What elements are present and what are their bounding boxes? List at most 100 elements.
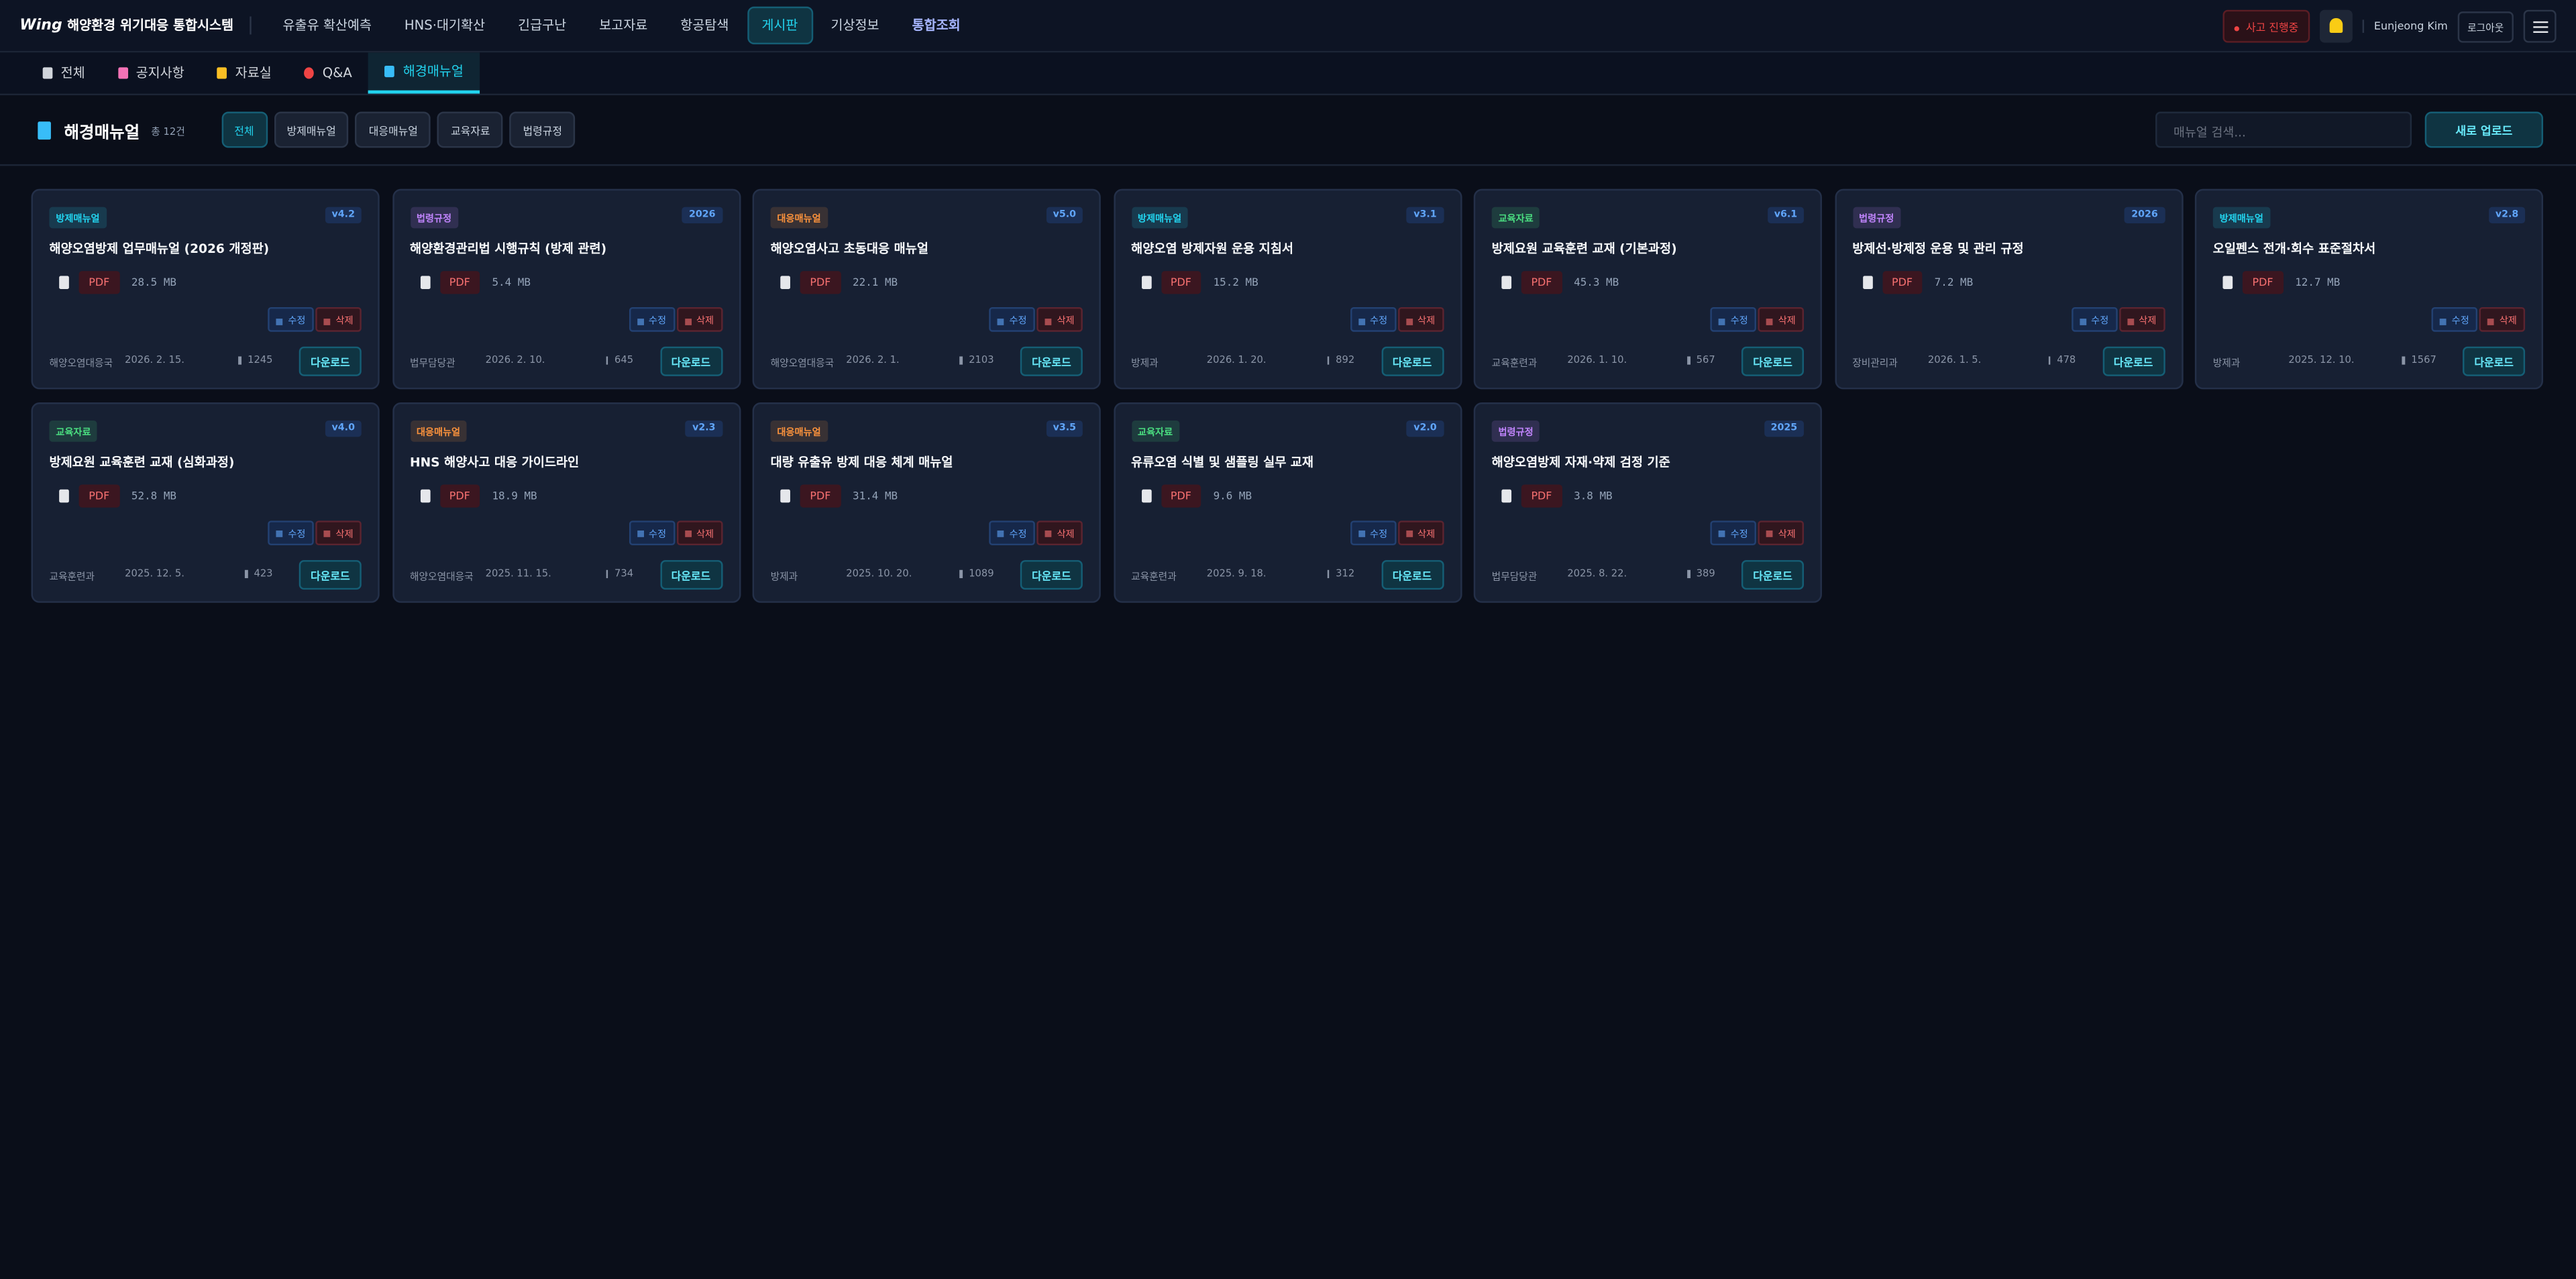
category-tag: 대응매뉴얼: [410, 419, 467, 441]
card-title[interactable]: 방제요원 교육훈련 교재 (기본과정): [1491, 241, 1677, 257]
edit-button[interactable]: 수정: [629, 307, 675, 332]
edit-button[interactable]: 수정: [1350, 307, 1396, 332]
date: 2025. 10. 20.: [846, 567, 912, 579]
filter-button[interactable]: 전체: [221, 111, 268, 148]
card-title[interactable]: 해양오염방제 업무매뉴얼 (2026 개정판): [49, 241, 270, 257]
card-title[interactable]: 해양환경관리법 시행규칙 (방제 관련): [410, 241, 607, 257]
nav-item[interactable]: 게시판: [747, 6, 813, 45]
download-button[interactable]: 다운로드: [1381, 346, 1444, 376]
category-tag: 대응매뉴얼: [770, 419, 828, 441]
tab-label: 자료실: [235, 65, 272, 81]
tab[interactable]: 전체: [26, 52, 101, 93]
file-type: PDF: [78, 271, 119, 294]
card-title[interactable]: 오일펜스 전개·회수 표준절차서: [2212, 241, 2376, 257]
delete-button[interactable]: 삭제: [676, 520, 722, 545]
delete-button[interactable]: 삭제: [1758, 307, 1804, 332]
tab[interactable]: 해경매뉴얼: [368, 52, 480, 94]
download-button[interactable]: 다운로드: [299, 346, 362, 376]
delete-button[interactable]: 삭제: [1037, 520, 1083, 545]
card-title[interactable]: 해양오염사고 초동대응 매뉴얼: [770, 241, 928, 257]
download-button[interactable]: 다운로드: [1020, 346, 1083, 376]
edit-button[interactable]: 수정: [989, 307, 1035, 332]
card-title[interactable]: 해양오염 방제자원 운용 지침서: [1131, 241, 1293, 257]
file-type: PDF: [2242, 271, 2284, 294]
tab[interactable]: Q&A: [288, 52, 368, 93]
delete-button[interactable]: 삭제: [316, 520, 362, 545]
file-size: 22.1 MB: [853, 276, 898, 290]
nav-item[interactable]: 긴급구난: [518, 17, 567, 33]
manual-card: 방제매뉴얼 v4.2 해양오염방제 업무매뉴얼 (2026 개정판) PDF 28.5 …: [31, 188, 380, 390]
nav-item[interactable]: 기상정보: [830, 17, 879, 33]
nav: 유출유 확산예측 HNS·대기확산 긴급구난 보고자료 항공탐색 게시판 기상정…: [268, 6, 975, 45]
delete-button[interactable]: 삭제: [1397, 307, 1444, 332]
delete-button[interactable]: 삭제: [2479, 307, 2526, 332]
download-button[interactable]: 다운로드: [2463, 346, 2526, 376]
filter-button[interactable]: 방제매뉴얼: [273, 111, 350, 148]
download-button[interactable]: 다운로드: [1741, 559, 1804, 589]
filter-button[interactable]: 대응매뉴얼: [356, 111, 431, 148]
filter-button[interactable]: 법령규정: [509, 111, 576, 148]
edit-button[interactable]: 수정: [1711, 307, 1756, 332]
file-icon: [1862, 276, 1872, 290]
download-button[interactable]: 다운로드: [2102, 346, 2165, 376]
card-title[interactable]: 방제요원 교육훈련 교재 (심화과정): [49, 454, 235, 469]
nav-item[interactable]: 유출유 확산예측: [282, 17, 372, 33]
search-input[interactable]: 매뉴얼 검색...: [2155, 111, 2412, 148]
tab[interactable]: 공지사항: [101, 52, 201, 93]
file-icon: [59, 276, 69, 290]
card-title[interactable]: 유류오염 식별 및 샘플링 실무 교재: [1131, 454, 1314, 469]
download-button[interactable]: 다운로드: [299, 559, 362, 589]
delete-button[interactable]: 삭제: [316, 307, 362, 332]
card-title[interactable]: HNS 해양사고 대응 가이드라인: [410, 454, 580, 469]
notification-button[interactable]: [2320, 9, 2353, 43]
manual-card: 교육자료 v4.0 방제요원 교육훈련 교재 (심화과정) PDF 52.8 MB 수정 삭…: [31, 401, 380, 602]
incident-alert[interactable]: 사고 진행중: [2222, 9, 2310, 43]
edit-button[interactable]: 수정: [268, 520, 314, 545]
delete-button[interactable]: 삭제: [1037, 307, 1083, 332]
version-tag: 2026: [2125, 207, 2165, 224]
menu-button[interactable]: [2523, 9, 2557, 43]
download-button[interactable]: 다운로드: [1381, 559, 1444, 589]
delete-button[interactable]: 삭제: [676, 307, 722, 332]
category-tag: 교육자료: [1131, 419, 1179, 441]
date: 2026. 2. 15.: [125, 354, 184, 367]
edit-button[interactable]: 수정: [1711, 520, 1756, 545]
file-size: 28.5 MB: [131, 276, 177, 290]
category-tag: 방제매뉴얼: [1131, 207, 1189, 229]
logout-button[interactable]: 로그아웃: [2457, 10, 2514, 42]
card-title[interactable]: 대량 유출유 방제 대응 체계 매뉴얼: [770, 454, 953, 469]
edit-button[interactable]: 수정: [2432, 307, 2478, 332]
version-tag: v2.3: [686, 419, 722, 437]
department: 교육훈련과: [49, 571, 95, 583]
logo[interactable]: Wing: [19, 17, 62, 34]
nav-item[interactable]: 통합조회: [912, 17, 961, 33]
download-button[interactable]: 다운로드: [1741, 346, 1804, 376]
tab[interactable]: 자료실: [201, 52, 288, 93]
delete-button[interactable]: 삭제: [2118, 307, 2165, 332]
upload-button[interactable]: 새로 업로드: [2424, 111, 2544, 148]
item-count: 총 12건: [151, 125, 185, 137]
category-tag: 방제매뉴얼: [49, 207, 107, 229]
nav-item[interactable]: HNS·대기확산: [404, 17, 486, 33]
file-type: PDF: [1882, 271, 1923, 294]
card-title[interactable]: 해양오염방제 자재·약제 검정 기준: [1491, 454, 1670, 469]
delete-button[interactable]: 삭제: [1397, 520, 1444, 545]
nav-item[interactable]: 보고자료: [599, 17, 648, 33]
tab-label: 공지사항: [136, 65, 184, 81]
edit-button[interactable]: 수정: [629, 520, 675, 545]
delete-button[interactable]: 삭제: [1758, 520, 1804, 545]
file-size: 52.8 MB: [131, 488, 177, 502]
download-button[interactable]: 다운로드: [659, 346, 722, 376]
card-title[interactable]: 방제선·방제정 운용 및 관리 규정: [1852, 241, 2024, 257]
edit-button[interactable]: 수정: [1350, 520, 1396, 545]
download-button[interactable]: 다운로드: [659, 559, 722, 589]
edit-button[interactable]: 수정: [989, 520, 1035, 545]
manual-card: 법령규정 2025 해양오염방제 자재·약제 검정 기준 PDF 3.8 MB 수정 삭제 법…: [1473, 401, 1822, 602]
edit-button[interactable]: 수정: [2071, 307, 2117, 332]
download-button[interactable]: 다운로드: [1020, 559, 1083, 589]
edit-button[interactable]: 수정: [268, 307, 314, 332]
nav-item[interactable]: 항공탐색: [680, 17, 729, 33]
filter-button[interactable]: 교육자료: [437, 111, 504, 148]
